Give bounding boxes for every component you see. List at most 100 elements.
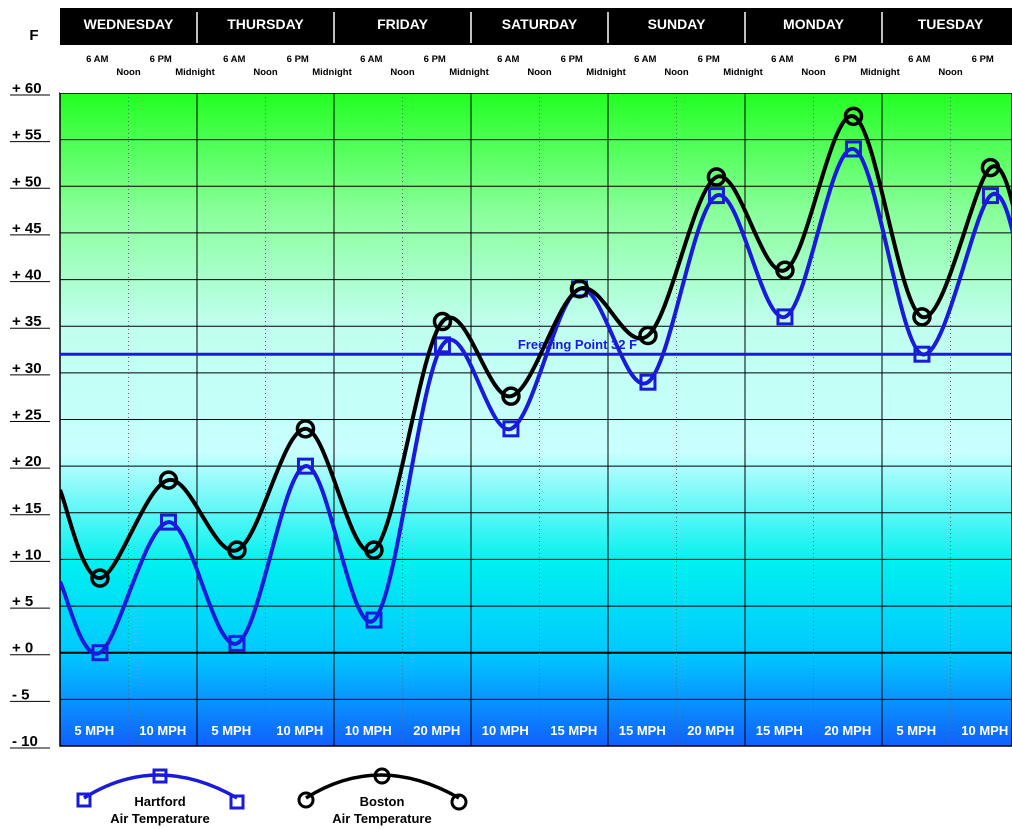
- hartford-data-point: [365, 611, 383, 629]
- ytick-label: + 30: [12, 360, 42, 377]
- wind-speed-label: 5 MPH: [74, 723, 114, 738]
- day-header-bar: [60, 8, 1012, 45]
- series-line-boston: [60, 114, 1012, 581]
- boston-data-point: [227, 540, 247, 560]
- time-label-6am: 6 AM: [908, 54, 930, 65]
- hartford-data-point: [433, 336, 451, 354]
- wind-speed-label: 10 MPH: [276, 723, 323, 738]
- time-label-noon: Noon: [390, 67, 414, 78]
- legend-circle-marker: [297, 791, 315, 809]
- wind-speed-label: 10 MPH: [961, 723, 1008, 738]
- time-label-6am: 6 AM: [86, 54, 108, 65]
- time-label-midnight: Midnight: [586, 67, 626, 78]
- wind-speed-label: 15 MPH: [619, 723, 666, 738]
- time-label-6am: 6 AM: [360, 54, 382, 65]
- legend-item-hartford: Hartford Air Temperature: [76, 768, 245, 826]
- hartford-data-point: [844, 140, 862, 158]
- boston-data-point: [638, 325, 658, 346]
- hartford-data-point: [981, 187, 999, 205]
- boston-data-point: [569, 279, 590, 299]
- legend-circle-marker: [450, 793, 468, 811]
- boston-data-point: [158, 470, 179, 490]
- ytick-label: + 5: [12, 593, 33, 610]
- wind-speed-label: 20 MPH: [413, 723, 460, 738]
- legend-circle-marker: [373, 767, 391, 785]
- time-label-midnight: Midnight: [175, 67, 215, 78]
- hartford-data-point: [639, 373, 657, 391]
- day-label-tuesday: TUESDAY: [918, 16, 984, 32]
- hartford-data-point: [159, 513, 177, 531]
- time-label-noon: Noon: [938, 67, 962, 78]
- legend-label-name: Boston: [360, 794, 405, 809]
- ytick-label: + 40: [12, 267, 42, 284]
- ytick-label: + 10: [12, 546, 42, 563]
- boston-data-point: [980, 157, 1001, 178]
- time-label-6am: 6 AM: [634, 54, 656, 65]
- wind-speed-label: 5 MPH: [211, 723, 251, 738]
- boston-data-point: [706, 167, 727, 187]
- hartford-data-point: [228, 634, 246, 652]
- wind-speed-label: 5 MPH: [896, 723, 936, 738]
- boston-data-point: [501, 386, 521, 406]
- day-label-wednesday: WEDNESDAY: [84, 16, 174, 32]
- time-label-midnight: Midnight: [312, 67, 352, 78]
- boston-data-point: [912, 307, 932, 327]
- time-label-midnight: Midnight: [860, 67, 900, 78]
- ytick-label: - 10: [12, 733, 38, 750]
- series-line-hartford: [60, 147, 1012, 656]
- wind-speed-label: 15 MPH: [756, 723, 803, 738]
- legend-item-boston: Boston Air Temperature: [297, 767, 468, 826]
- time-header-row: [60, 45, 1012, 93]
- hartford-data-point: [707, 187, 725, 205]
- day-label-friday: FRIDAY: [377, 16, 428, 32]
- time-label-6am: 6 AM: [771, 54, 793, 65]
- legend-square-marker: [229, 794, 245, 810]
- ytick-label: + 60: [12, 80, 42, 97]
- wind-speed-label: 15 MPH: [550, 723, 597, 738]
- time-label-6pm: 6 PM: [972, 54, 994, 65]
- time-label-midnight: Midnight: [449, 67, 489, 78]
- legend-square-marker: [152, 768, 168, 784]
- legend-curve: [305, 773, 460, 800]
- hartford-data-point: [502, 420, 520, 438]
- ytick-label: + 45: [12, 220, 42, 237]
- ytick-label: + 0: [12, 640, 33, 657]
- boston-data-point: [775, 260, 795, 280]
- ytick-label: - 5: [12, 686, 30, 703]
- time-label-6am: 6 AM: [497, 54, 519, 65]
- time-label-noon: Noon: [253, 67, 277, 78]
- ytick-label: + 55: [12, 127, 42, 144]
- day-label-sunday: SUNDAY: [648, 16, 706, 32]
- wind-speed-label: 20 MPH: [687, 723, 734, 738]
- time-label-6pm: 6 PM: [561, 54, 583, 65]
- time-label-noon: Noon: [664, 67, 688, 78]
- legend-square-marker: [76, 792, 92, 808]
- time-label-6pm: 6 PM: [150, 54, 172, 65]
- ytick-label: + 20: [12, 453, 42, 470]
- hartford-data-point: [913, 345, 931, 363]
- legend-label-sub: Air Temperature: [332, 811, 431, 826]
- wind-speed-label: 20 MPH: [824, 723, 871, 738]
- ytick-label: + 15: [12, 500, 42, 517]
- hartford-data-point: [296, 457, 314, 475]
- boston-data-point: [364, 540, 384, 560]
- boston-data-point: [843, 106, 864, 127]
- time-label-6pm: 6 PM: [698, 54, 720, 65]
- hartford-data-point: [776, 308, 794, 326]
- time-label-noon: Noon: [116, 67, 140, 78]
- time-label-6am: 6 AM: [223, 54, 245, 65]
- ytick-label: + 35: [12, 313, 42, 330]
- time-label-midnight: Midnight: [723, 67, 763, 78]
- day-label-monday: MONDAY: [783, 16, 845, 32]
- wind-speed-label: 10 MPH: [345, 723, 392, 738]
- time-label-6pm: 6 PM: [287, 54, 309, 65]
- day-label-saturday: SATURDAY: [502, 16, 578, 32]
- time-label-6pm: 6 PM: [835, 54, 857, 65]
- ytick-label: + 25: [12, 407, 42, 424]
- day-label-thursday: THURSDAY: [227, 16, 304, 32]
- wind-speed-label: 10 MPH: [482, 723, 529, 738]
- boston-data-point: [295, 419, 316, 439]
- boston-data-point: [432, 311, 453, 332]
